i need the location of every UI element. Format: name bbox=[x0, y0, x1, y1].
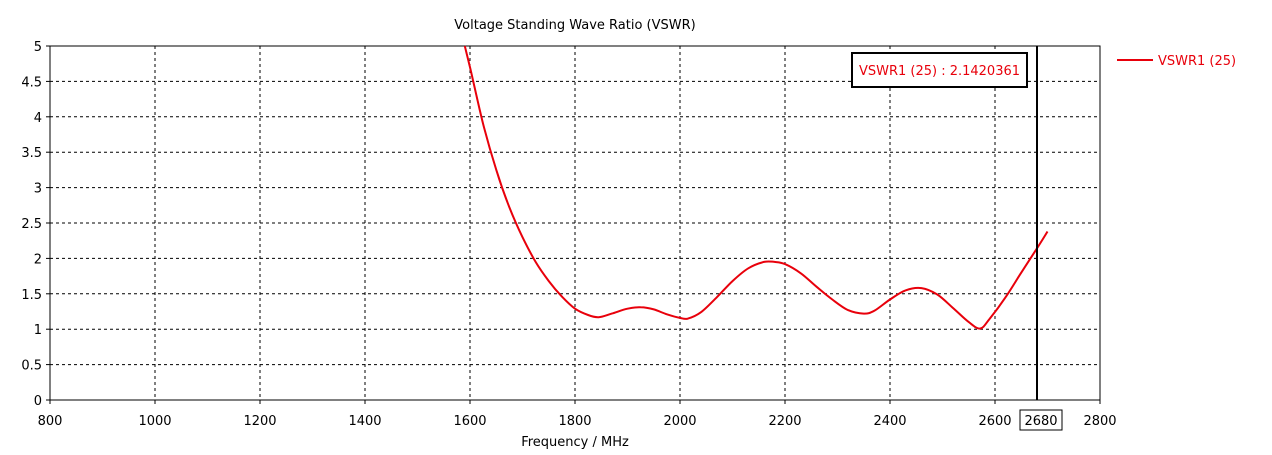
chart-title: Voltage Standing Wave Ratio (VSWR) bbox=[454, 18, 695, 33]
y-tick-label: 1.5 bbox=[21, 288, 42, 303]
x-tick-label: 2000 bbox=[663, 414, 696, 429]
x-tick-label: 1800 bbox=[558, 414, 591, 429]
x-axis-label: Frequency / MHz bbox=[521, 435, 629, 450]
x-tick-label: 2200 bbox=[768, 414, 801, 429]
x-tick-label: 1400 bbox=[348, 414, 381, 429]
series-line-vswr1 bbox=[463, 45, 1049, 330]
y-tick-label: 3.5 bbox=[21, 146, 42, 161]
y-tick-label: 4 bbox=[34, 111, 42, 126]
x-tick-label: 800 bbox=[38, 414, 63, 429]
grid bbox=[50, 46, 1100, 400]
marker-readout-box bbox=[851, 52, 1028, 88]
x-tick-label: 1200 bbox=[243, 414, 276, 429]
x-tick-label: 1600 bbox=[453, 414, 486, 429]
x-tick-label: 1000 bbox=[138, 414, 171, 429]
marker-readout: VSWR1 (25) : 2.1420361 bbox=[859, 64, 1020, 79]
series-layer bbox=[463, 45, 1049, 330]
marker-layer: 2680 VSWR1 (25) : 2.1420361 bbox=[851, 46, 1063, 431]
y-tick-label: 5 bbox=[34, 40, 42, 55]
marker-x-label-box bbox=[1019, 409, 1063, 431]
y-tick-label: 2 bbox=[34, 252, 42, 267]
marker-x-label: 2680 bbox=[1024, 414, 1057, 429]
x-tick-label: 2400 bbox=[873, 414, 906, 429]
legend: VSWR1 (25) bbox=[1117, 54, 1236, 69]
y-tick-label: 0.5 bbox=[21, 359, 42, 374]
y-tick-label: 1 bbox=[34, 323, 42, 338]
y-tick-label: 0 bbox=[34, 394, 42, 409]
y-tick-label: 4.5 bbox=[21, 75, 42, 90]
y-axis-ticks: 0 0.5 1 1.5 2 2.5 3 3.5 4 4.5 5 bbox=[21, 40, 50, 409]
y-tick-label: 2.5 bbox=[21, 217, 42, 232]
y-tick-label: 3 bbox=[34, 182, 42, 197]
legend-label: VSWR1 (25) bbox=[1158, 54, 1236, 69]
x-axis-ticks: 800 1000 1200 1400 1600 1800 2000 2200 2400 2600 2… bbox=[38, 400, 1117, 429]
x-tick-label: 2600 bbox=[978, 414, 1011, 429]
x-tick-label: 2800 bbox=[1083, 414, 1116, 429]
